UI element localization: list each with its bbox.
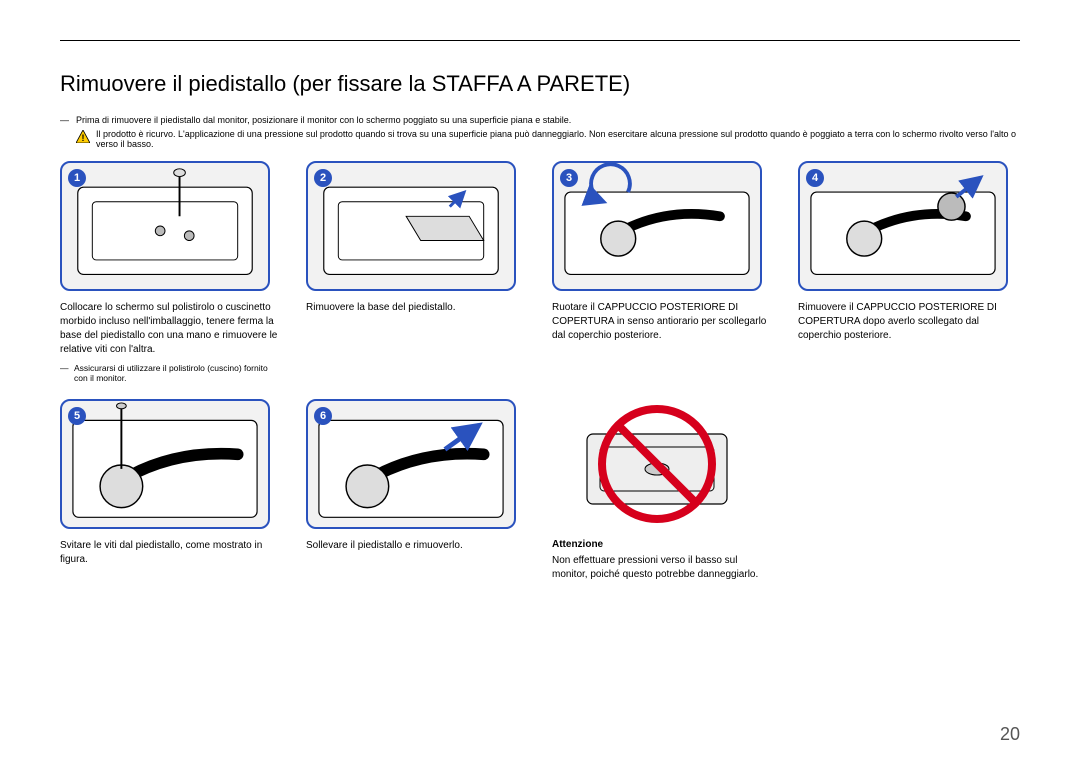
step-2-caption: Rimuovere la base del piedistallo. (306, 301, 528, 315)
step-6-image: 6 (306, 399, 516, 529)
step-1-badge: 1 (68, 169, 86, 187)
step-2-illustration (308, 163, 514, 289)
step-6-caption: Sollevare il piedistallo e rimuoverlo. (306, 539, 528, 553)
step-4-image: 4 (798, 161, 1008, 291)
step-2-badge: 2 (314, 169, 332, 187)
page-title: Rimuovere il piedistallo (per fissare la… (60, 71, 1020, 97)
step-6-illustration (308, 401, 514, 527)
step-4: 4 Rimuovere il CAPPUCCIO POSTERIORE DI C… (798, 161, 1020, 383)
attention-illustration (552, 399, 762, 529)
step-4-illustration (800, 163, 1006, 289)
step-4-badge: 4 (806, 169, 824, 187)
step-3-illustration (554, 163, 760, 289)
attention-image (552, 399, 762, 529)
attention-label: Attenzione (552, 539, 774, 550)
page-number: 20 (1000, 724, 1020, 745)
warning-icon: ! (76, 130, 90, 145)
step-5-caption: Svitare le viti dal piedistallo, come mo… (60, 539, 282, 567)
step-1-illustration (62, 163, 268, 289)
steps-grid: 1 Collocare lo schermo sul polistirolo o… (60, 161, 1020, 582)
attention-text: Non effettuare pressioni verso il basso … (552, 554, 774, 582)
intro-note: Prima di rimuovere il piedistallo dal mo… (60, 115, 1020, 125)
step-2: 2 Rimuovere la base del piedistallo. (306, 161, 528, 383)
step-3-image: 3 (552, 161, 762, 291)
step-1: 1 Collocare lo schermo sul polistirolo o… (60, 161, 282, 383)
warning-text: Il prodotto è ricurvo. L'applicazione di… (96, 129, 1020, 149)
step-6: 6 Sollevare il piedistallo e rimuoverlo. (306, 399, 528, 582)
step-5-badge: 5 (68, 407, 86, 425)
step-2-image: 2 (306, 161, 516, 291)
warning-block: ! Il prodotto è ricurvo. L'applicazione … (60, 129, 1020, 149)
step-4-caption: Rimuovere il CAPPUCCIO POSTERIORE DI COP… (798, 301, 1020, 343)
step-1-subnote: Assicurarsi di utilizzare il polistirolo… (60, 363, 282, 383)
top-rule (60, 40, 1020, 41)
step-5: 5 Svitare le viti dal piedistallo, come … (60, 399, 282, 582)
step-6-badge: 6 (314, 407, 332, 425)
step-1-caption: Collocare lo schermo sul polistirolo o c… (60, 301, 282, 357)
step-1-image: 1 (60, 161, 270, 291)
step-5-image: 5 (60, 399, 270, 529)
step-3-caption: Ruotare il CAPPUCCIO POSTERIORE DI COPER… (552, 301, 774, 343)
attention-cell: Attenzione Non effettuare pressioni vers… (552, 399, 774, 582)
step-3: 3 Ruotare il CAPPUCCIO POSTERIORE DI COP… (552, 161, 774, 383)
step-3-badge: 3 (560, 169, 578, 187)
svg-text:!: ! (82, 133, 85, 143)
step-5-illustration (62, 401, 268, 527)
